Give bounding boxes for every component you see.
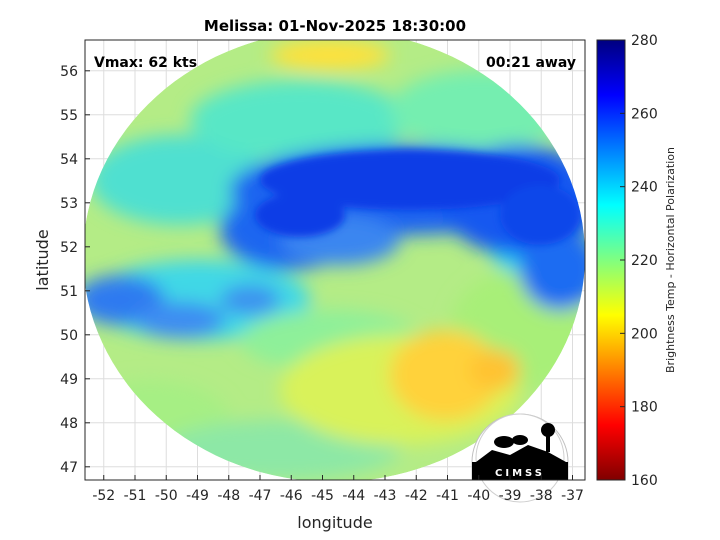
y-axis-label: latitude (33, 229, 52, 290)
colorbar-tick-label: 220 (631, 253, 658, 269)
y-tick-label: 53 (60, 196, 78, 212)
x-tick-label: -52 (92, 488, 115, 504)
x-tick-label: -49 (186, 488, 209, 504)
y-tick-label: 50 (60, 328, 78, 344)
x-tick-label: -38 (530, 488, 553, 504)
colorbar-tick-label: 240 (631, 180, 658, 196)
x-tick-label: -46 (280, 488, 303, 504)
y-tick-label: 49 (60, 372, 78, 388)
colorbar-tick-label: 180 (631, 400, 658, 416)
vmax-label: Vmax: 62 kts (94, 55, 197, 71)
x-tick-label: -51 (124, 488, 147, 504)
x-tick-label: -39 (499, 488, 522, 504)
x-tick-label: -42 (405, 488, 428, 504)
x-tick-label: -45 (311, 488, 334, 504)
x-tick-label: -40 (467, 488, 490, 504)
x-axis-ticks: -52 -51 -50 -49 -48 -47 -46 -45 -44 -43 -42 -41 -40-… (92, 475, 584, 504)
colorbar-ticks: 160 180 200 220 240 260 280 (620, 33, 658, 489)
y-tick-label: 56 (60, 64, 78, 80)
y-tick-label: 48 (60, 416, 78, 432)
colorbar-label: Brightness Temp - Horizontal Polarizatio… (664, 147, 677, 373)
x-tick-label: -43 (374, 488, 397, 504)
satellite-swath (85, 40, 585, 480)
chart-title: Melissa: 01-Nov-2025 18:30:00 (204, 17, 466, 35)
time-away-label: 00:21 away (486, 55, 576, 71)
x-tick-label: -48 (217, 488, 240, 504)
axes-box (84, 39, 586, 481)
y-tick-label: 47 (60, 460, 78, 476)
logo-text: CIMSS (495, 468, 545, 479)
x-tick-label: -47 (249, 488, 272, 504)
y-tick-label: 52 (60, 240, 78, 256)
y-axis-ticks: 47 48 49 50 51 52 53 54 55 56 (60, 64, 90, 476)
colorbar-tick-label: 200 (631, 326, 658, 342)
x-tick-label: -37 (561, 488, 584, 504)
y-tick-label: 51 (60, 284, 78, 300)
x-tick-label: -44 (342, 488, 365, 504)
x-tick-label: -50 (155, 488, 178, 504)
y-tick-label: 55 (60, 108, 78, 124)
colorbar-tick-label: 280 (631, 33, 658, 49)
colorbar-tick-label: 260 (631, 106, 658, 122)
x-tick-label: -41 (436, 488, 459, 504)
y-tick-label: 54 (60, 152, 78, 168)
x-axis-label: longitude (297, 513, 372, 532)
colorbar-tick-label: 160 (631, 473, 658, 489)
